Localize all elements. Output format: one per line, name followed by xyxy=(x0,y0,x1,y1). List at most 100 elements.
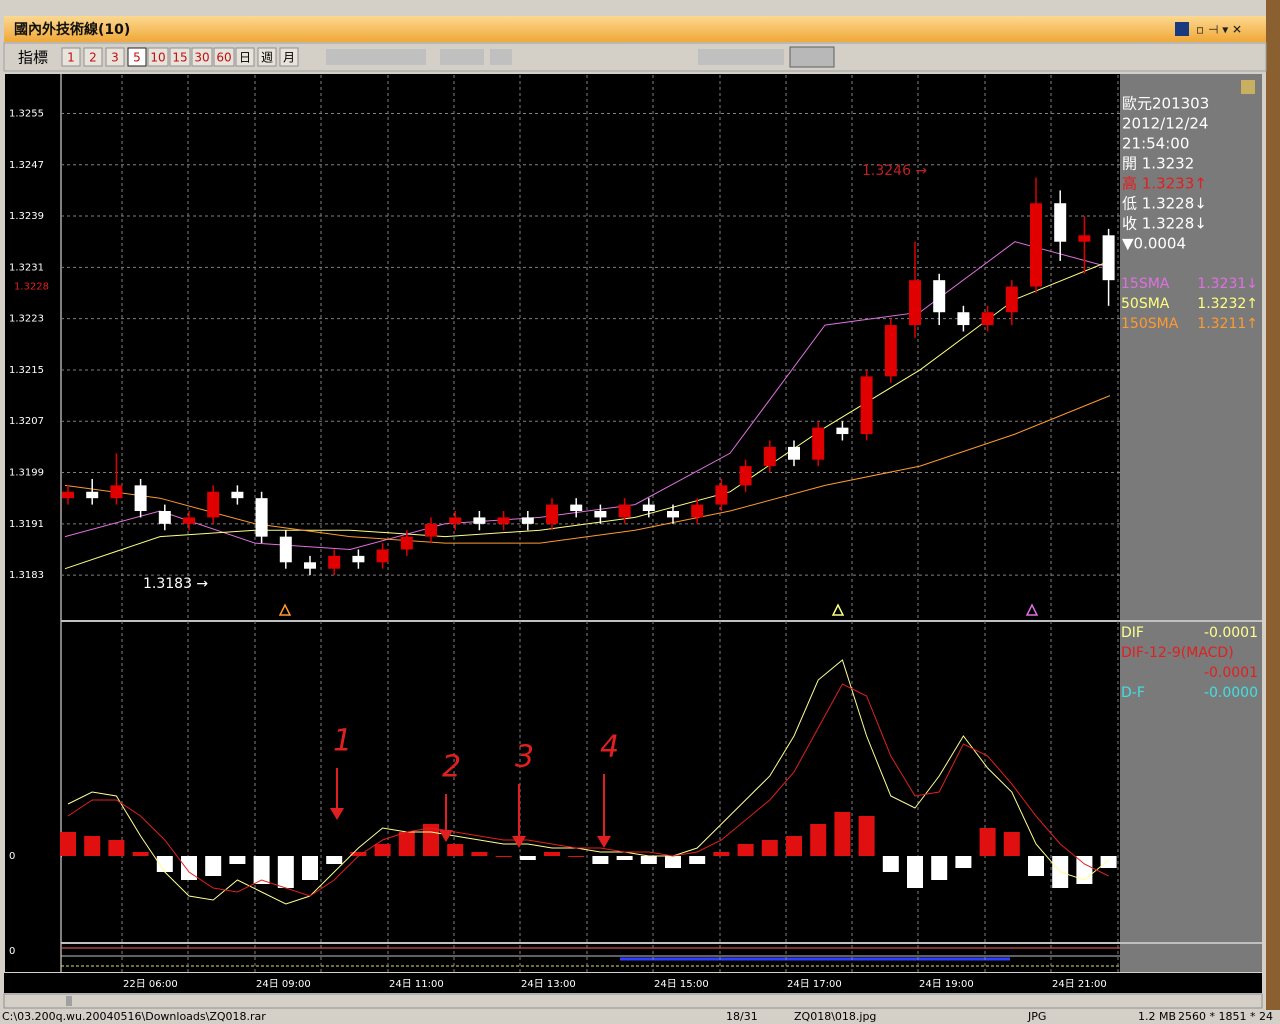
period-label[interactable]: 60 xyxy=(216,51,231,65)
period-label[interactable]: 10 xyxy=(150,51,165,65)
candle-body xyxy=(763,446,776,467)
scroll-thumb[interactable] xyxy=(66,996,72,1006)
histogram-bar xyxy=(229,856,246,864)
histogram-bar xyxy=(350,852,367,856)
period-button[interactable] xyxy=(257,47,277,67)
period-button[interactable] xyxy=(279,47,299,67)
candle-body xyxy=(739,466,752,486)
histogram-bar xyxy=(907,856,923,888)
period-button[interactable] xyxy=(191,47,213,67)
period-button[interactable] xyxy=(83,47,103,67)
info-symbol: 歐元201303 xyxy=(1122,95,1209,113)
candle-body xyxy=(618,504,631,518)
candle-body xyxy=(1102,235,1115,281)
signal-marker xyxy=(1025,603,1039,616)
candle-body xyxy=(328,555,341,569)
tool-icons[interactable] xyxy=(490,49,512,65)
period-label[interactable]: 30 xyxy=(194,51,209,65)
x-tick-label: 24日 13:00 xyxy=(521,979,576,990)
candle-body xyxy=(1054,203,1067,242)
candle-body xyxy=(1005,286,1018,313)
histogram-bar xyxy=(761,840,778,856)
y-tick-label: 1.3215 xyxy=(9,365,44,376)
candle-body xyxy=(279,536,292,563)
macd-legend-value: -0.0001 xyxy=(1204,625,1258,641)
signal-marker xyxy=(831,603,845,616)
candle-body xyxy=(642,504,655,511)
period-label[interactable]: 2 xyxy=(89,51,97,65)
histogram-bar xyxy=(447,844,464,856)
info-date: 2012/12/24 xyxy=(1122,115,1208,133)
histogram-bar xyxy=(858,816,875,856)
histogram-bar xyxy=(834,812,851,856)
candle-body xyxy=(812,427,825,460)
macd-legend-name: DIF-12-9(MACD) xyxy=(1121,645,1234,661)
lock-icon[interactable] xyxy=(1241,80,1255,94)
y-tick-label: 1.3199 xyxy=(9,468,44,479)
layout-icons[interactable] xyxy=(789,46,835,68)
period-button[interactable] xyxy=(235,47,255,67)
info-time: 21:54:00 xyxy=(1122,135,1189,153)
period-button[interactable] xyxy=(105,47,125,67)
candle-body xyxy=(231,491,244,499)
info-line: 開 1.3232 xyxy=(1122,155,1194,173)
y-tick-label: 1.3231 xyxy=(9,262,44,273)
period-label[interactable]: 3 xyxy=(111,51,119,65)
period-label[interactable]: 5 xyxy=(133,51,141,65)
candle-body xyxy=(376,549,389,563)
period-button[interactable] xyxy=(127,47,147,67)
y-tick-label: 1.3207 xyxy=(9,416,44,427)
hand-mark: 2 xyxy=(442,750,461,785)
title-bar xyxy=(4,16,1266,42)
candle-body xyxy=(352,555,365,563)
y-tick-label: 1.3255 xyxy=(9,108,44,119)
status-text: 1.2 MB xyxy=(1138,1010,1176,1023)
period-label[interactable]: 15 xyxy=(172,51,187,65)
tool-icons[interactable] xyxy=(326,49,426,65)
x-tick-label: 24日 17:00 xyxy=(787,979,842,990)
period-button[interactable] xyxy=(147,47,169,67)
candle-body xyxy=(304,562,316,569)
histogram-bar xyxy=(665,856,681,868)
tool-icons[interactable] xyxy=(440,49,484,65)
histogram-bar xyxy=(544,852,560,856)
macd-line xyxy=(67,683,1109,897)
macd-legend-value: -0.0001 xyxy=(1204,665,1258,681)
y-tick-label: 0 xyxy=(9,946,15,957)
histogram-bar xyxy=(205,856,222,876)
window-title: 國內外技術線(10) xyxy=(14,21,130,38)
candle-body xyxy=(884,325,897,377)
y-tick-label: 1.3191 xyxy=(9,519,44,530)
period-button[interactable] xyxy=(169,47,191,67)
tool-icons[interactable] xyxy=(698,49,784,65)
candle-body xyxy=(715,485,728,505)
background-strip xyxy=(1266,0,1280,1010)
candle-body xyxy=(110,485,123,499)
period-label[interactable]: 週 xyxy=(261,51,273,65)
signal-marker xyxy=(278,603,292,616)
sma-line xyxy=(64,260,1111,570)
histogram-bar xyxy=(931,856,948,880)
candle-body xyxy=(594,511,607,518)
chart-area xyxy=(5,74,1120,972)
candle-body xyxy=(691,504,704,518)
scrollbar[interactable] xyxy=(3,993,1263,1009)
candle-body xyxy=(1078,235,1091,242)
period-label[interactable]: 日 xyxy=(239,51,251,65)
histogram-bar xyxy=(786,836,802,856)
histogram-bar xyxy=(592,856,609,864)
macd-legend-value: -0.0000 xyxy=(1204,685,1258,701)
window-buttons[interactable]: ▫ ⊣ ▾ ✕ xyxy=(1196,23,1242,37)
macd-panel xyxy=(1120,620,1262,942)
period-label[interactable]: 月 xyxy=(283,51,295,65)
x-tick-label: 24日 19:00 xyxy=(919,979,974,990)
price-annotation: 1.3246 → xyxy=(862,163,927,179)
period-label[interactable]: 1 xyxy=(67,51,75,65)
x-tick-label: 24日 11:00 xyxy=(389,979,444,990)
period-button[interactable] xyxy=(61,47,81,67)
window-icon[interactable] xyxy=(1175,22,1189,36)
histogram-bar xyxy=(519,856,536,860)
period-button[interactable] xyxy=(213,47,235,67)
histogram-bar xyxy=(156,856,173,872)
